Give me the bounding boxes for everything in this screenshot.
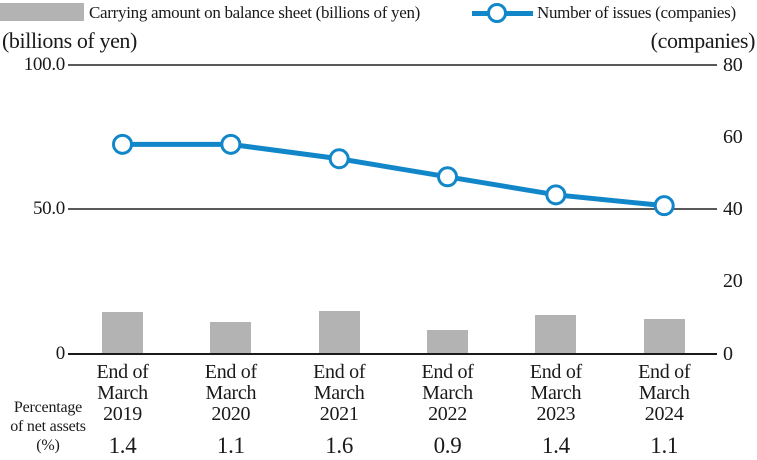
right-tick-0: 0 bbox=[723, 342, 733, 365]
pct-value-2024: 1.1 bbox=[650, 433, 679, 458]
line-marker-2021 bbox=[328, 148, 350, 170]
bar-2020 bbox=[210, 321, 252, 354]
right-axis-caption: (companies) bbox=[650, 28, 756, 53]
pct-value-2021: 1.6 bbox=[325, 433, 354, 458]
right-tick-60: 60 bbox=[723, 126, 743, 149]
x-label-2024: End of March 2024 bbox=[638, 361, 691, 425]
legend-bar-swatch-icon bbox=[0, 3, 84, 21]
bar-2023 bbox=[535, 315, 577, 354]
x-label-2021: End of March 2021 bbox=[313, 361, 366, 425]
left-axis-caption: (billions of yen) bbox=[2, 28, 137, 53]
line-path bbox=[122, 141, 665, 209]
left-tick-100: 100.0 bbox=[23, 54, 66, 75]
x-label-2020: End of March 2020 bbox=[204, 361, 257, 425]
pct-value-2022: 0.9 bbox=[433, 433, 462, 458]
bar-2019 bbox=[102, 311, 143, 354]
line-marker-2023 bbox=[545, 184, 567, 206]
x-label-2022: End of March 2022 bbox=[421, 361, 474, 425]
left-tick-50: 50.0 bbox=[32, 198, 65, 220]
line-marker-2020 bbox=[220, 133, 242, 155]
right-tick-40: 40 bbox=[723, 198, 743, 221]
left-tick-0: 0 bbox=[55, 342, 66, 364]
pct-value-2020: 1.1 bbox=[216, 433, 245, 458]
line-marker-2019 bbox=[112, 133, 133, 155]
pct-value-2023: 1.4 bbox=[541, 433, 570, 458]
legend-bar-label: Carrying amount on balance sheet (billio… bbox=[89, 3, 421, 22]
x-label-2019: End of March 2019 bbox=[96, 361, 149, 425]
bar-2024 bbox=[643, 318, 685, 354]
percentage-of-net-assets-label: Percentage of net assets (%) bbox=[10, 399, 86, 454]
pct-value-2019: 1.4 bbox=[108, 433, 137, 458]
gridline-100 bbox=[68, 64, 717, 66]
gridline-50 bbox=[68, 208, 717, 211]
legend-line-marker-icon bbox=[487, 3, 507, 23]
x-axis-line bbox=[68, 352, 717, 355]
legend-line-label: Number of issues (companies) bbox=[537, 3, 736, 22]
line-marker-2024 bbox=[653, 195, 675, 217]
bar-2021 bbox=[318, 311, 360, 354]
right-tick-20: 20 bbox=[723, 270, 743, 293]
line-marker-2022 bbox=[437, 166, 459, 188]
right-tick-80: 80 bbox=[723, 54, 743, 76]
x-label-2023: End of March 2023 bbox=[529, 361, 582, 425]
bar-2022 bbox=[427, 330, 469, 354]
